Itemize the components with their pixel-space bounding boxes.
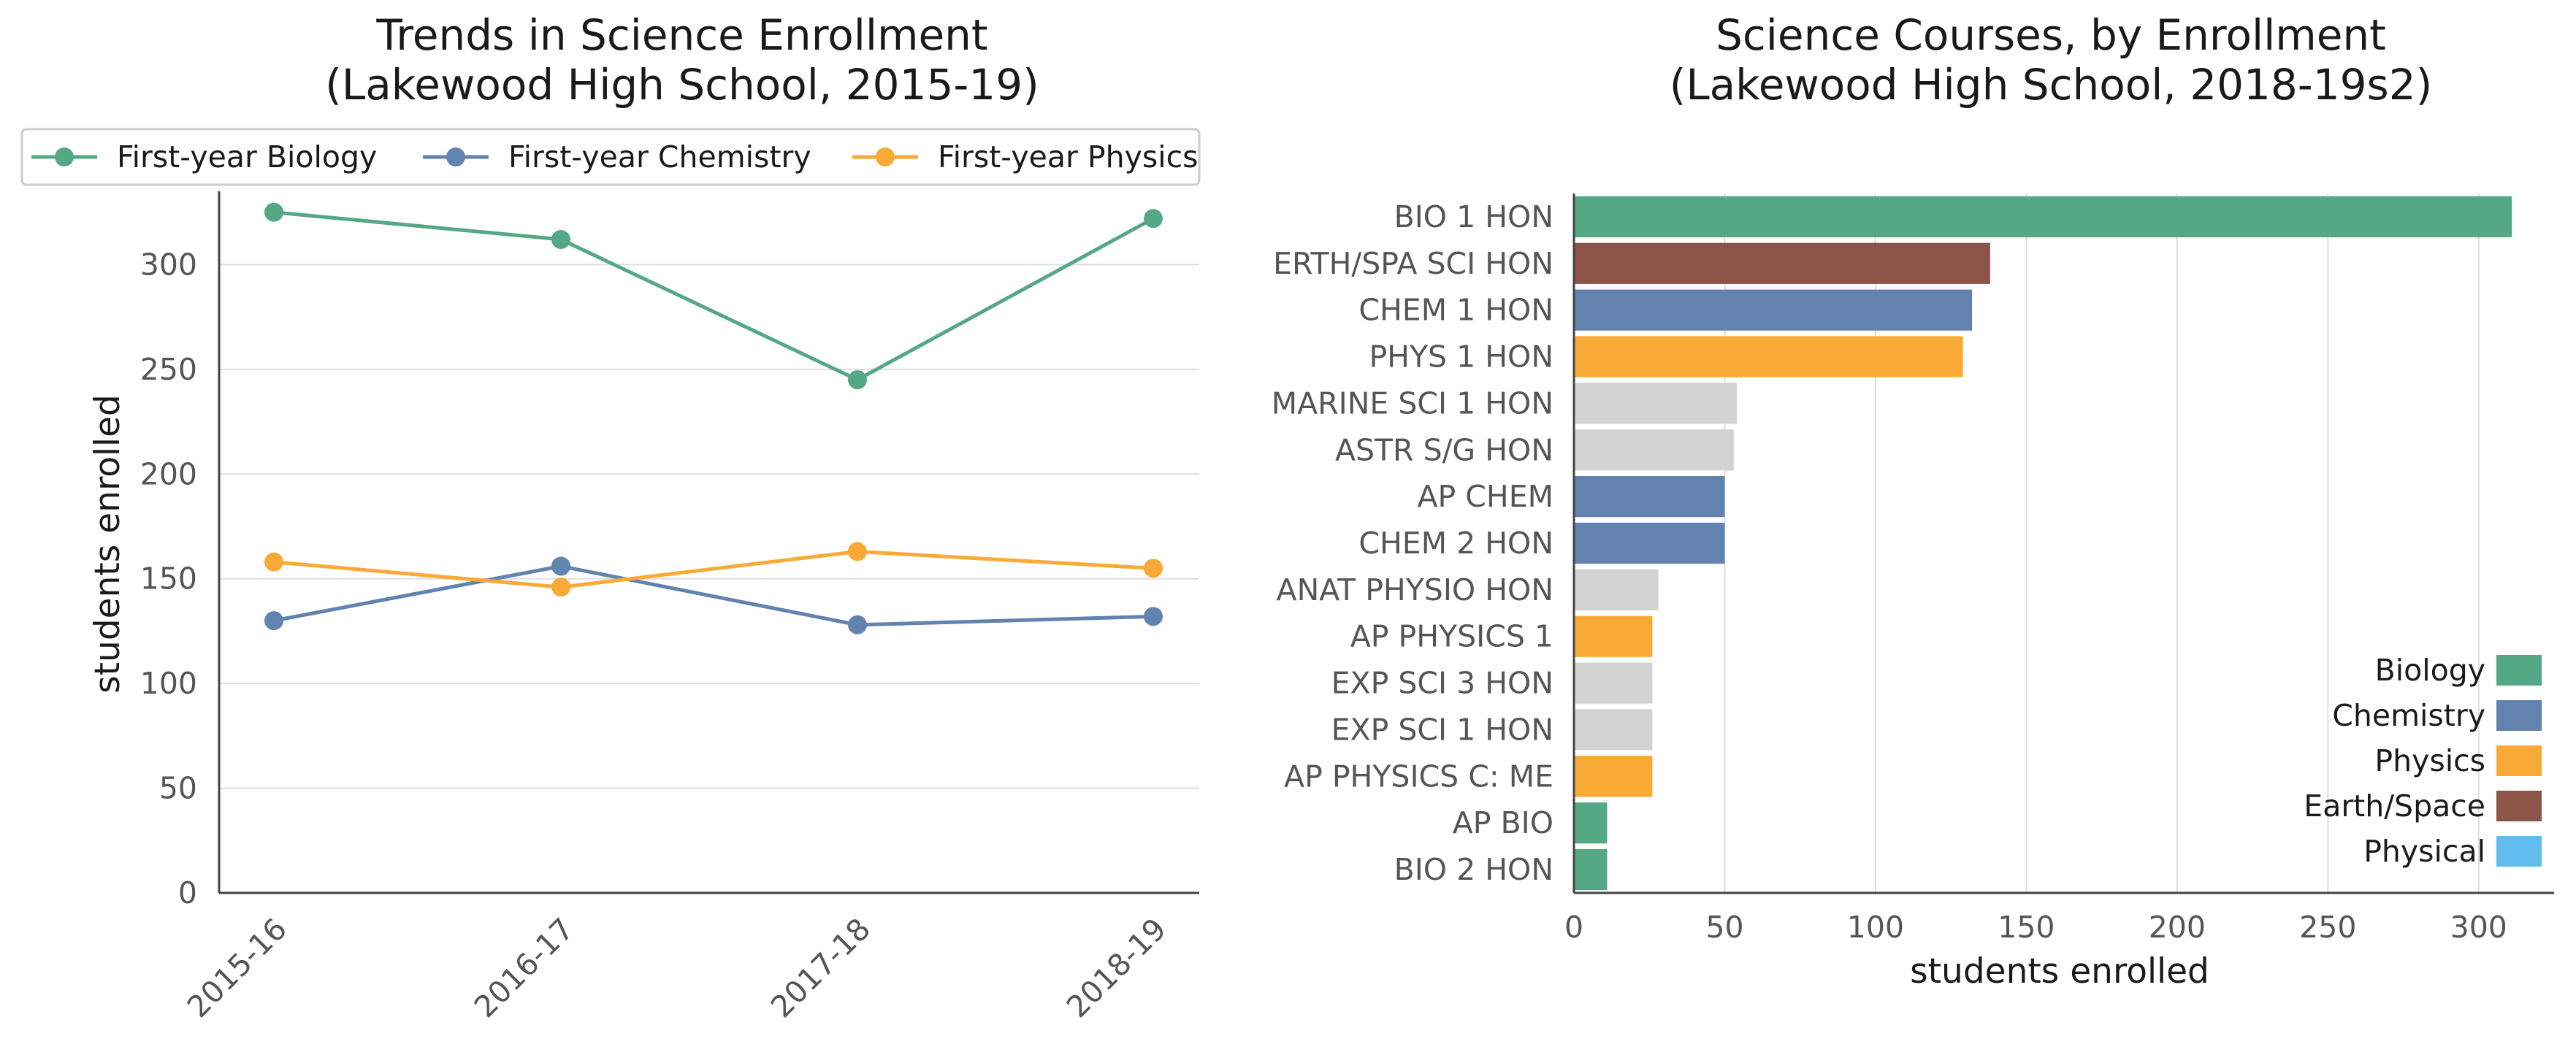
bar-chart-category-label: EXP SCI 1 HON	[1331, 712, 1553, 747]
line-chart-series	[264, 202, 1163, 634]
bar-chart-category-label: AP BIO	[1453, 805, 1553, 840]
line-chart-x-tick-label: 2015-16	[180, 911, 294, 1024]
bar-chart-legend-swatch	[2496, 836, 2542, 867]
bar-chart-bar	[1574, 242, 1990, 284]
bar-chart-category-label: ERTH/SPA SCI HON	[1273, 246, 1553, 281]
line-chart-data-point	[848, 542, 867, 561]
line-chart-legend-entry: First-year Chemistry	[508, 139, 811, 174]
bar-chart-category-label: CHEM 1 HON	[1358, 293, 1553, 328]
line-chart-series-line	[273, 549, 1154, 589]
bar-chart-category-label: ANAT PHYSIO HON	[1277, 572, 1553, 607]
bar-chart-category-label: PHYS 1 HON	[1369, 339, 1553, 375]
bar-chart-bar	[1574, 476, 1725, 518]
bar-chart-legend-swatch	[2496, 700, 2542, 731]
bar-chart-bar	[1574, 336, 1963, 377]
line-chart-y-tick-label: 0	[178, 875, 197, 910]
line-chart-data-point	[1144, 559, 1163, 578]
line-chart-legend-marker	[876, 147, 895, 166]
line-chart-legend-frame	[20, 128, 1201, 186]
bar-chart-x-tick-label: 150	[1998, 910, 2055, 945]
line-chart-legend-marker	[446, 147, 465, 166]
line-chart-series-line	[273, 210, 1155, 382]
line-chart-gridlines	[219, 264, 1199, 894]
line-chart-title-line2: (Lakewood High School, 2015-19)	[325, 60, 1039, 110]
line-chart-y-tick-label: 250	[140, 352, 197, 387]
bar-chart-legend-swatch	[2496, 655, 2542, 686]
bar-chart-legend-swatch	[2496, 745, 2542, 776]
line-chart-data-point	[1144, 209, 1163, 229]
bar-chart-title-line1: Science Courses, by Enrollment	[1716, 10, 2386, 60]
line-chart-data-point	[848, 615, 867, 634]
line-chart-legend-marker	[55, 147, 74, 166]
line-chart-x-tick-label: 2016-17	[467, 911, 581, 1024]
bar-chart-bar	[1574, 522, 1725, 564]
line-chart-y-tick-label: 100	[140, 666, 197, 701]
line-chart-y-axis-label: students enrolled	[88, 394, 128, 694]
line-chart-legend: First-year Biology First-year Chemistry Fi…	[20, 128, 1201, 186]
bar-chart-course-enrollment: Science Courses, by Enrollment (Lakewood…	[1272, 10, 2554, 991]
line-chart-data-point	[551, 578, 570, 597]
line-chart-y-tick-label: 150	[140, 561, 197, 596]
line-chart-legend-entry: First-year Physics	[938, 139, 1199, 174]
bar-chart-bar	[1574, 569, 1659, 610]
bar-chart-bar	[1574, 196, 2512, 238]
line-chart-y-tick-label: 50	[159, 771, 197, 806]
bar-chart-legend-entry: Chemistry	[2332, 698, 2485, 733]
line-chart-axes	[218, 191, 1199, 894]
bar-chart-bar	[1574, 662, 1653, 704]
bar-chart-bar	[1574, 756, 1653, 797]
bar-chart-bars	[1574, 196, 2512, 891]
bar-chart-legend: Biology Chemistry Physics Earth/Space Physic…	[2304, 653, 2542, 869]
bar-chart-x-axis-label: students enrolled	[1910, 951, 2209, 991]
bar-chart-category-label: MARINE SCI 1 HON	[1272, 385, 1553, 421]
bar-chart-legend-entry: Earth/Space	[2304, 789, 2485, 824]
bar-chart-x-tick-label: 200	[2149, 910, 2206, 945]
bar-chart-x-tick-label: 100	[1847, 910, 1904, 945]
line-chart-title-line1: Trends in Science Enrollment	[375, 10, 987, 60]
line-chart-y-tick-label: 200	[140, 456, 197, 491]
line-chart-series-line	[273, 564, 1154, 627]
line-chart-data-point	[551, 556, 570, 576]
bar-chart-category-label: AP PHYSICS 1	[1350, 619, 1553, 654]
bar-chart-category-label: BIO 1 HON	[1394, 199, 1553, 234]
bar-chart-title-line2: (Lakewood High School, 2018-19s2)	[1670, 60, 2433, 110]
bar-chart-bar	[1574, 709, 1653, 751]
bar-chart-bar	[1574, 289, 1973, 331]
line-chart-enrollment-trends: Trends in Science Enrollment (Lakewood H…	[20, 10, 1201, 1024]
bar-chart-x-tick-label: 50	[1705, 910, 1743, 945]
bar-chart-bar	[1574, 615, 1653, 657]
line-chart-data-point	[1144, 607, 1163, 626]
bar-chart-category-label: EXP SCI 3 HON	[1331, 666, 1553, 701]
bar-chart-category-label: ASTR S/G HON	[1335, 432, 1553, 467]
line-chart-data-point	[264, 202, 283, 222]
bar-chart-x-tick-label: 0	[1564, 910, 1583, 945]
bar-chart-category-label: AP PHYSICS C: ME	[1284, 759, 1553, 794]
bar-chart-x-tick-label: 250	[2299, 910, 2356, 945]
line-chart-tick-labels: 0 50 100 150 200 250 300 2015-16 2016-17 2017-18 2…	[140, 247, 1173, 1024]
bar-chart-category-label: BIO 2 HON	[1394, 852, 1553, 887]
bar-chart-bar	[1574, 429, 1734, 471]
bar-chart-category-labels: BIO 1 HON ERTH/SPA SCI HON CHEM 1 HON PHYS …	[1272, 199, 1553, 887]
bar-chart-category-label: AP CHEM	[1417, 479, 1553, 514]
line-chart-data-point	[264, 552, 283, 572]
line-chart-data-point	[848, 370, 867, 390]
bar-chart-legend-swatch	[2496, 791, 2542, 821]
line-chart-y-tick-label: 300	[140, 247, 197, 282]
bar-chart-bar	[1574, 383, 1737, 424]
bar-chart-category-label: CHEM 2 HON	[1358, 526, 1553, 561]
bar-chart-axes	[1572, 193, 2554, 894]
bar-chart-tick-labels: 0 50 100 150 200 250 300	[1564, 910, 2507, 945]
line-chart-data-point	[551, 229, 570, 249]
line-chart-legend-entry: First-year Biology	[117, 139, 377, 174]
line-chart-x-tick-label: 2018-19	[1060, 911, 1173, 1024]
bar-chart-legend-entry: Physical	[2363, 834, 2485, 869]
bar-chart-x-tick-label: 300	[2450, 910, 2507, 945]
bar-chart-legend-entry: Physics	[2374, 743, 2485, 778]
bar-chart-bar	[1574, 802, 1608, 844]
line-chart-data-point	[264, 611, 283, 631]
line-chart-x-tick-label: 2017-18	[764, 911, 877, 1024]
bar-chart-legend-entry: Biology	[2375, 653, 2485, 688]
bar-chart-bar	[1574, 848, 1608, 891]
